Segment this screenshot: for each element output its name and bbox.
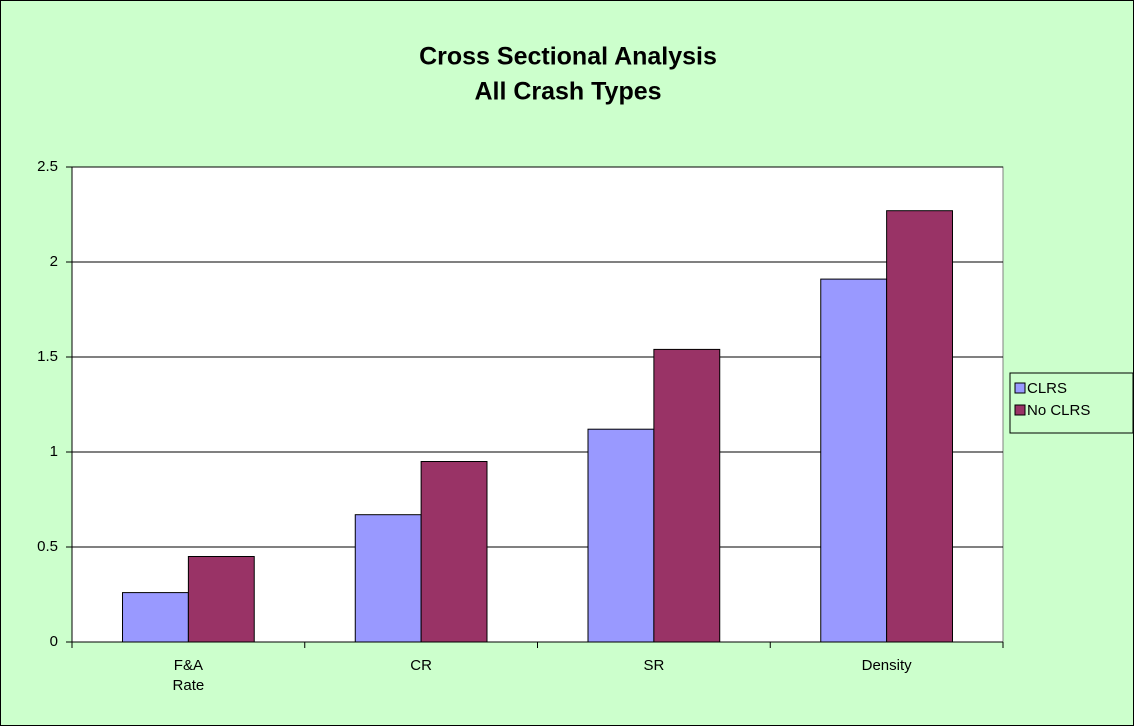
x-tick-label: SR bbox=[643, 657, 664, 674]
y-tick-label: 0.5 bbox=[37, 538, 58, 555]
bar bbox=[122, 592, 189, 643]
chart-title: Cross Sectional Analysis bbox=[419, 43, 717, 71]
y-tick-label: 0 bbox=[50, 633, 58, 650]
x-tick-label: CR bbox=[410, 657, 432, 674]
y-tick-label: 2.5 bbox=[37, 158, 58, 175]
bar bbox=[886, 210, 953, 643]
bar bbox=[653, 348, 721, 643]
y-tick-label: 1 bbox=[50, 443, 58, 460]
x-tick-label: F&A Rate bbox=[173, 657, 205, 694]
chart-subtitle: All Crash Types bbox=[474, 78, 661, 106]
legend-box bbox=[1009, 372, 1134, 434]
legend-label: No CLRS bbox=[1027, 402, 1090, 419]
bar bbox=[354, 514, 422, 643]
bar bbox=[420, 461, 488, 643]
legend-label: CLRS bbox=[1027, 380, 1067, 397]
y-tick-label: 2 bbox=[50, 253, 58, 270]
x-tick-label: Density bbox=[862, 657, 913, 674]
bar bbox=[820, 278, 888, 643]
bar bbox=[187, 556, 255, 643]
legend-swatch bbox=[1014, 382, 1026, 394]
bar bbox=[587, 428, 655, 643]
legend-swatch bbox=[1014, 404, 1026, 416]
y-tick-label: 1.5 bbox=[37, 348, 58, 365]
